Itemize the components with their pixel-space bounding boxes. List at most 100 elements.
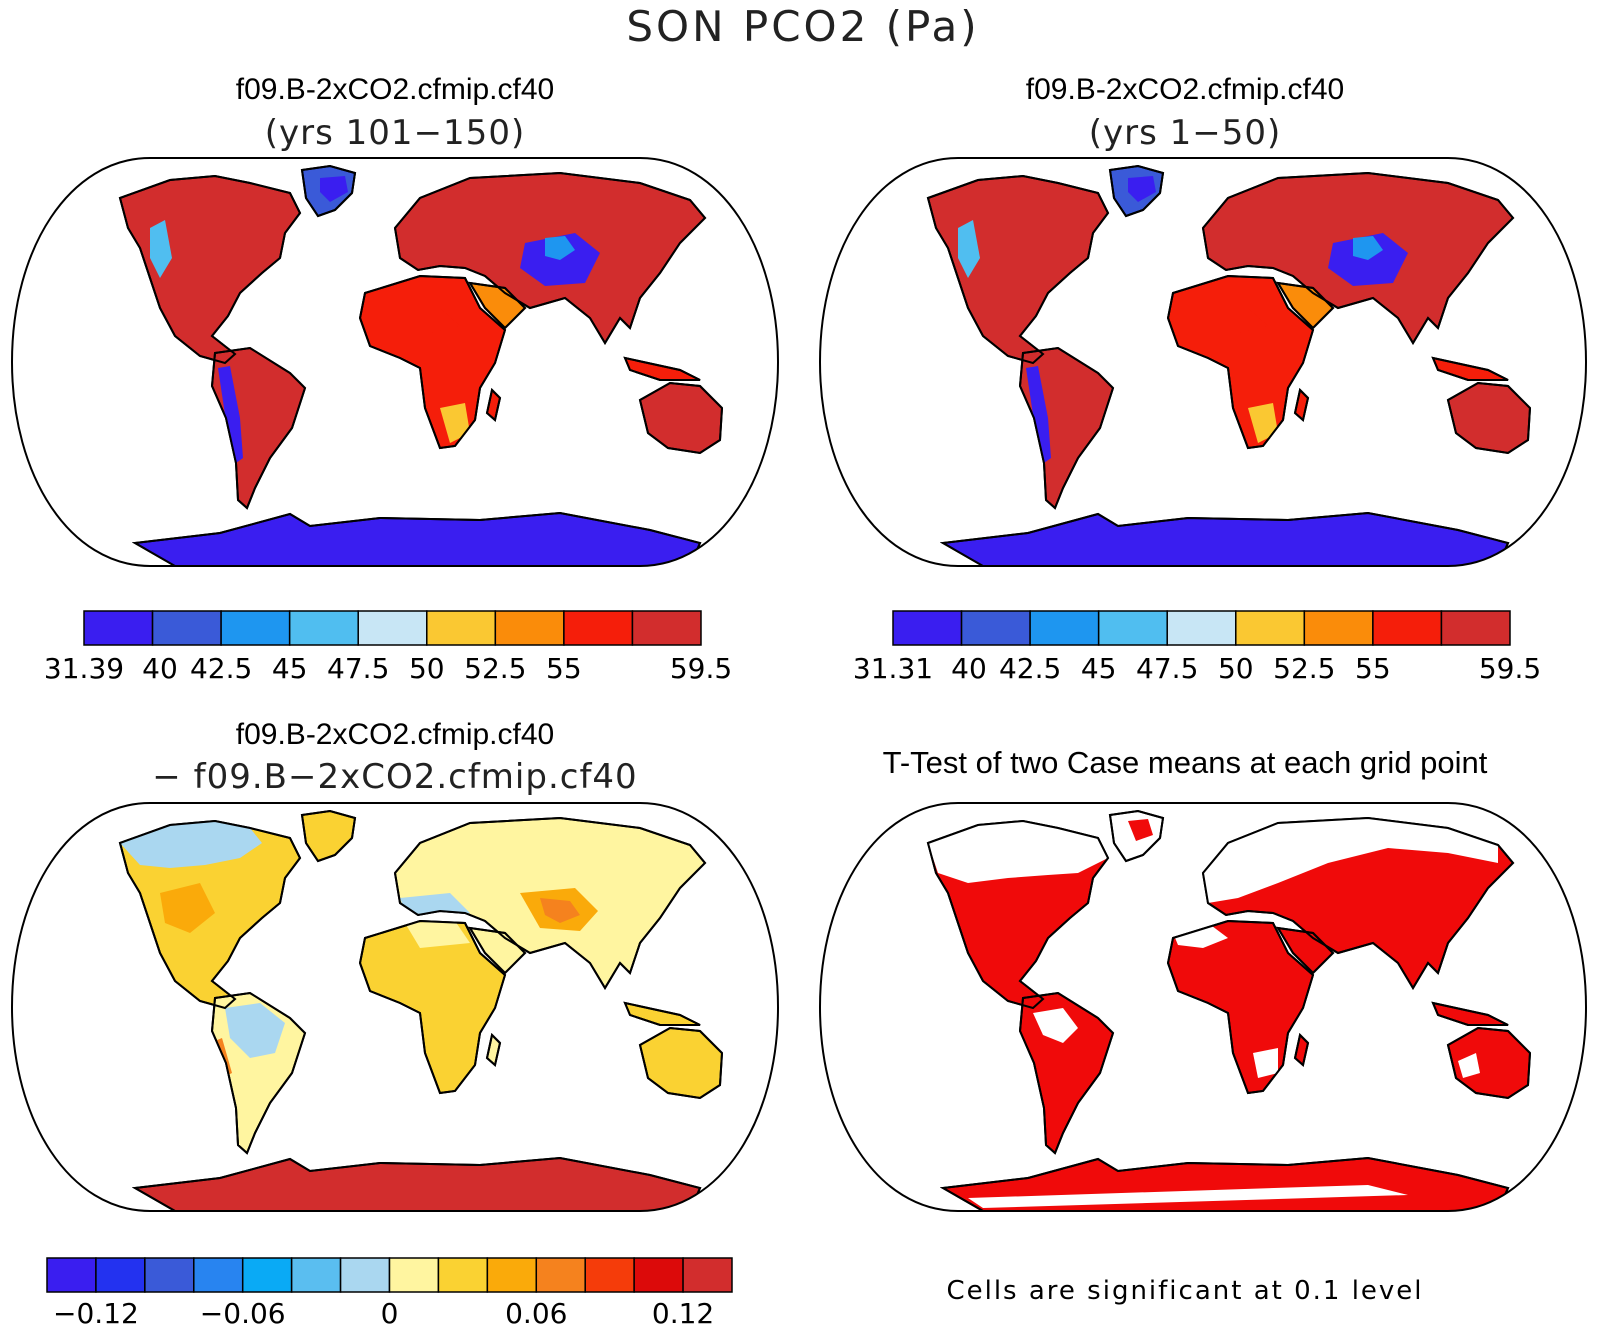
map-panel-3	[10, 802, 780, 1212]
map-frame	[10, 157, 780, 567]
colorbar-tick-label: 47.5	[1136, 652, 1199, 685]
field-region	[400, 308, 460, 333]
colorbar-tick-label: 0	[380, 1297, 399, 1330]
colorbar-swatch	[288, 610, 359, 646]
colorbar-swatch	[486, 1257, 538, 1293]
colorbar-tick-label: 40	[951, 652, 987, 685]
field-region	[545, 236, 575, 260]
colorbar-swatch	[631, 610, 702, 646]
field-region	[1208, 308, 1268, 333]
colorbar-tick-label: 59.5	[669, 652, 733, 685]
colorbar-tick-label: 50	[408, 652, 445, 685]
colorbar-swatch	[220, 610, 291, 646]
colorbar-swatch	[494, 610, 565, 646]
colorbar-swatch	[633, 1257, 684, 1293]
map-frame	[818, 802, 1588, 1212]
colorbar-swatch	[193, 1257, 244, 1293]
panel-4-title: T-Test of two Case means at each grid po…	[882, 745, 1488, 780]
panel-2-title: f09.B-2xCO2.cfmip.cf40	[1025, 73, 1345, 106]
colorbar-swatch	[357, 610, 428, 646]
colorbar-tick-label: 47.5	[327, 652, 390, 685]
field-region	[150, 220, 172, 278]
field-region	[405, 921, 470, 948]
field-region	[1253, 1048, 1278, 1078]
colorbar-tick-label: 52.5	[464, 652, 527, 685]
colorbar-panel-3	[46, 1257, 733, 1293]
colorbar-swatch	[426, 610, 497, 646]
field-region	[218, 366, 243, 463]
field-region	[1248, 403, 1278, 443]
colorbar-swatch	[1235, 610, 1306, 646]
colorbar-tick-label: 31.39	[43, 652, 125, 685]
field-region	[968, 1185, 1408, 1208]
field-region	[1128, 819, 1153, 841]
panel-1-title: f09.B-2xCO2.cfmip.cf40	[235, 73, 555, 106]
colorbar-swatch	[682, 1257, 733, 1293]
main-title: SON PCO2 (Pa)	[626, 2, 980, 51]
colorbar-tick-label: 45	[271, 652, 308, 685]
colorbar-panel-1	[83, 610, 702, 646]
colorbar-swatch	[144, 1257, 195, 1293]
field-region	[958, 220, 980, 278]
field-region	[948, 538, 1498, 566]
colorbar-tick-label: −0.06	[199, 1297, 286, 1330]
colorbar-swatch	[83, 610, 154, 646]
colorbar-tick-label: 45	[1080, 652, 1117, 685]
map-frame	[10, 802, 780, 1212]
colorbar-tick-label: 40	[142, 652, 178, 685]
colorbar-swatch	[892, 610, 963, 646]
colorbar-panel-2-ticks: 31.31 40 42.5 45 47.5 50 52.5 55 59.5	[853, 652, 1541, 688]
field-region	[1203, 818, 1498, 903]
field-region	[225, 1003, 285, 1058]
field-region	[1128, 176, 1156, 202]
field-region	[440, 403, 470, 443]
panel-3-title: f09.B-2xCO2.cfmip.cf40	[235, 718, 555, 751]
colorbar-tick-label: 52.5	[1273, 652, 1336, 685]
colorbar-tick-label: 55	[546, 652, 582, 685]
map-panel-4	[818, 802, 1588, 1212]
map-panel-2	[818, 157, 1588, 567]
colorbar-tick-label: 59.5	[1478, 652, 1542, 685]
field-region	[540, 898, 580, 923]
colorbar-panel-3-ticks: −0.12 −0.06 0 0.06 0.12	[47, 1297, 750, 1330]
colorbar-swatch	[241, 1257, 293, 1293]
colorbar-tick-label: 55	[1355, 652, 1391, 685]
colorbar-swatch	[1097, 610, 1168, 646]
colorbar-swatch	[95, 1257, 146, 1293]
colorbar-tick-label: 42.5	[998, 652, 1062, 685]
field-region	[140, 538, 690, 566]
colorbar-swatch	[1372, 610, 1443, 646]
colorbar-swatch	[290, 1257, 342, 1293]
colorbar-panel-2	[892, 610, 1511, 646]
colorbar-swatch	[584, 1257, 635, 1293]
field-region	[1026, 366, 1051, 463]
colorbar-tick-label: 31.31	[852, 652, 934, 685]
colorbar-swatch	[46, 1257, 97, 1293]
colorbar-tick-label: 0.06	[505, 1297, 568, 1330]
colorbar-swatch	[960, 610, 1031, 646]
colorbar-tick-label: 0.12	[651, 1297, 715, 1330]
map-panel-1	[10, 157, 780, 567]
colorbar-swatch	[388, 1257, 440, 1293]
colorbar-swatch	[1303, 610, 1374, 646]
colorbar-swatch	[1440, 610, 1511, 646]
colorbar-tick-label: 50	[1217, 652, 1254, 685]
field-region	[160, 883, 215, 933]
colorbar-swatch	[535, 1257, 586, 1293]
field-region	[1458, 1053, 1480, 1078]
colorbar-panel-1-ticks: 31.39 40 42.5 45 47.5 50 52.5 55 59.5	[44, 652, 732, 688]
field-region	[1353, 236, 1383, 260]
colorbar-swatch	[151, 610, 222, 646]
colorbar-tick-label: 42.5	[189, 652, 253, 685]
panel-1-subtitle: (yrs 101−150)	[264, 113, 526, 153]
panel-2-subtitle: (yrs 1−50)	[1088, 113, 1282, 153]
field-region	[928, 821, 1108, 883]
colorbar-swatch	[1029, 610, 1100, 646]
colorbar-swatch	[339, 1257, 391, 1293]
colorbar-tick-label: −0.12	[53, 1297, 139, 1330]
field-region	[120, 821, 262, 868]
significance-note: Cells are significant at 0.1 level	[946, 1276, 1424, 1306]
panel-3-subtitle: − f09.B−2xCO2.cfmip.cf40	[152, 757, 638, 797]
field-region	[1033, 1008, 1078, 1043]
colorbar-swatch	[1166, 610, 1237, 646]
